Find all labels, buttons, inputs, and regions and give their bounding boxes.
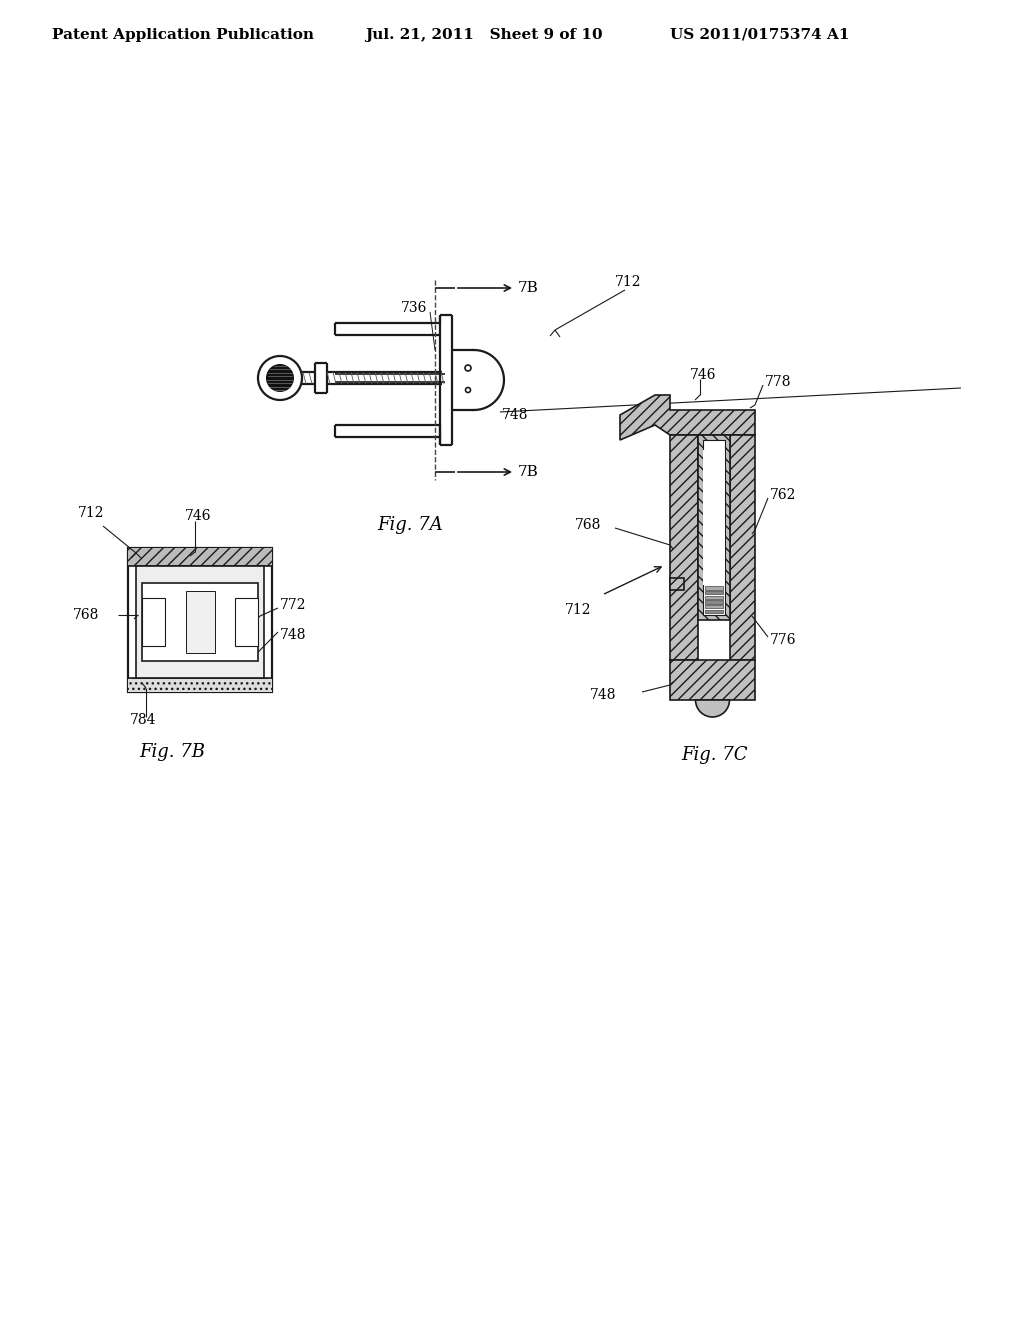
Bar [128, 548, 272, 566]
Bar [670, 578, 684, 590]
Bar [136, 566, 264, 678]
Text: Patent Application Publication: Patent Application Publication [52, 28, 314, 42]
Text: 736: 736 [400, 301, 427, 315]
Bar [703, 440, 725, 615]
Text: US 2011/0175374 A1: US 2011/0175374 A1 [670, 28, 850, 42]
Text: 712: 712 [565, 603, 592, 616]
Bar [670, 436, 698, 660]
Text: 748: 748 [590, 688, 616, 702]
Text: 712: 712 [615, 275, 641, 289]
Text: Jul. 21, 2011   Sheet 9 of 10: Jul. 21, 2011 Sheet 9 of 10 [365, 28, 603, 42]
Text: 748: 748 [280, 628, 306, 642]
Bar [128, 678, 272, 692]
Circle shape [266, 364, 294, 392]
Wedge shape [695, 700, 729, 717]
Text: 784: 784 [130, 713, 157, 727]
Bar [234, 598, 258, 645]
Text: 778: 778 [765, 375, 792, 389]
Text: 768: 768 [575, 517, 601, 532]
Polygon shape [620, 395, 755, 440]
Text: 746: 746 [185, 510, 212, 523]
Text: 712: 712 [78, 506, 104, 520]
Bar [703, 450, 725, 585]
Text: 748: 748 [502, 408, 528, 422]
Bar [670, 660, 755, 700]
Bar [185, 590, 214, 653]
Bar [142, 583, 258, 661]
Bar [705, 605, 723, 609]
Text: 7B: 7B [518, 281, 539, 294]
Text: 762: 762 [770, 488, 797, 502]
Text: Fig. 7A: Fig. 7A [377, 516, 442, 535]
Text: 7B: 7B [518, 465, 539, 479]
Text: Fig. 7B: Fig. 7B [139, 743, 205, 762]
Text: 772: 772 [280, 598, 306, 612]
Text: Fig. 7C: Fig. 7C [682, 746, 749, 764]
Bar [705, 601, 723, 603]
Bar [705, 595, 723, 599]
Text: 746: 746 [690, 368, 717, 381]
Bar [705, 586, 723, 590]
Text: 768: 768 [73, 609, 99, 622]
Text: 776: 776 [770, 634, 797, 647]
Bar [142, 598, 165, 645]
Bar [698, 436, 730, 620]
Bar [128, 548, 272, 692]
Bar [705, 610, 723, 612]
Bar [730, 436, 755, 660]
Bar [705, 591, 723, 594]
